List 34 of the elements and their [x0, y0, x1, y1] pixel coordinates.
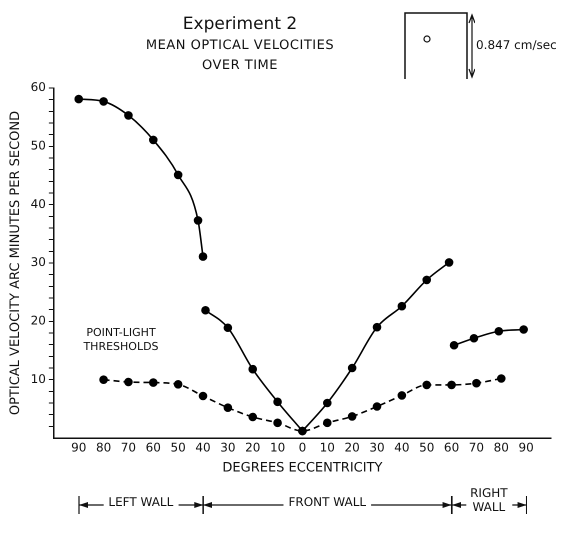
- x-tick-label: 40: [394, 440, 410, 454]
- x-tick-label: 60: [444, 440, 460, 454]
- y-tick-label: 50: [30, 138, 46, 152]
- x-tick-label: 80: [96, 440, 112, 454]
- x-tick-label: 50: [170, 440, 186, 454]
- y-tick-label: 60: [30, 80, 46, 94]
- y-tick-label: 40: [30, 196, 46, 211]
- x-tick-label: 60: [146, 440, 161, 454]
- x-tick-label: 80: [494, 440, 509, 454]
- x-tick-label: 40: [195, 440, 211, 454]
- x-tick-label: 30: [220, 440, 236, 454]
- text: 0.847 cm/sec: [476, 38, 557, 52]
- annotation: POINT-LIGHT THRESHOLDS: [82, 326, 160, 354]
- x-tick-label: 10: [320, 440, 335, 454]
- y-tick-label: 30: [30, 255, 46, 270]
- x-tick-label: 90: [518, 440, 534, 454]
- x-tick-label: 20: [344, 440, 360, 454]
- text: RIGHT WALL: [469, 486, 509, 514]
- chart-subtitle: MEAN OPTICAL VELOCITIES OVER TIME: [144, 37, 336, 75]
- x-tick-label: 90: [71, 440, 86, 454]
- x-tick-label: 70: [468, 440, 484, 454]
- x-tick-label: 50: [419, 440, 434, 454]
- x-tick-label: 0: [298, 440, 306, 454]
- x-axis-title: DEGREES ECCENTRICITY: [222, 460, 383, 476]
- y-tick-label: 10: [30, 372, 46, 386]
- x-tick-label: 70: [120, 440, 136, 454]
- y-axis-title: OPTICAL VELOCITY ARC MINUTES PER SECOND: [8, 110, 24, 416]
- x-tick-label: 30: [369, 440, 385, 454]
- text: LEFT WALL: [107, 495, 174, 509]
- x-tick-label: 10: [270, 440, 286, 454]
- chart-title: Experiment 2: [182, 14, 298, 34]
- y-tick-label: 20: [30, 313, 46, 328]
- x-tick-label: 20: [245, 440, 260, 454]
- text: FRONT WALL: [287, 495, 368, 509]
